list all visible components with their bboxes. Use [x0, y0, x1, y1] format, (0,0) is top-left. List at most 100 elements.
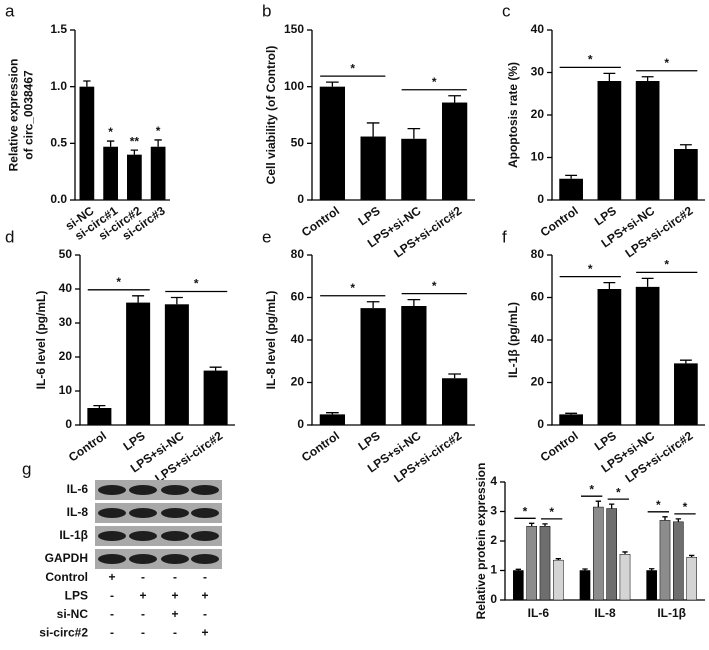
error-bar — [366, 301, 380, 309]
x-tick-label: LPS+si-circ#2 — [623, 428, 696, 485]
bar — [401, 138, 427, 200]
blot-band — [129, 531, 157, 541]
significance-mark: * — [194, 277, 199, 291]
error-bar — [170, 296, 183, 305]
bar — [526, 526, 537, 601]
bar — [579, 570, 591, 601]
error-bar — [609, 503, 615, 509]
error-bar — [649, 568, 655, 571]
significance-mark: * — [683, 500, 688, 514]
x-tick-label: LPS — [356, 429, 383, 454]
panel-label: e — [262, 227, 271, 246]
blot-band — [98, 531, 126, 541]
significance-mark: * — [589, 482, 594, 496]
treatment-label: si-NC — [57, 607, 89, 621]
treatment-mark: - — [110, 589, 114, 603]
error-bar — [106, 140, 115, 147]
bar — [319, 414, 346, 425]
x-tick-label: LPS — [121, 429, 148, 454]
error-bar — [209, 366, 222, 371]
y-axis-label: of circ_0038467 — [22, 70, 36, 160]
treatment-mark: - — [203, 570, 207, 584]
error-bar — [565, 412, 578, 415]
blot-band — [191, 554, 219, 564]
error-bar — [603, 281, 616, 289]
treatment-mark: + — [139, 589, 146, 603]
treatment-mark: - — [141, 626, 145, 640]
y-tick-label: 30 — [59, 315, 73, 329]
y-tick-label: 60 — [531, 290, 545, 304]
x-tick-label: LPS+si-circ#2 — [152, 428, 225, 485]
error-bar — [326, 412, 339, 415]
treatment-mark: + — [201, 626, 208, 640]
treatment-mark: - — [173, 626, 177, 640]
panel-label: b — [262, 1, 271, 20]
bar — [619, 554, 631, 601]
significance-mark: * — [664, 56, 669, 70]
blot-row-label: IL-6 — [67, 482, 89, 496]
y-tick-label: 0 — [65, 417, 72, 431]
y-tick-label: 0.0 — [50, 192, 67, 206]
y-tick-label: 80 — [531, 247, 545, 261]
x-tick-label: LPS — [356, 204, 383, 229]
error-bar — [689, 554, 695, 558]
y-axis-label: Relative expression — [7, 59, 21, 172]
error-bar — [132, 295, 145, 303]
error-bar — [595, 500, 601, 508]
blot-band — [191, 485, 219, 495]
error-bar — [662, 516, 668, 521]
bar — [360, 136, 386, 200]
bar — [87, 408, 112, 425]
x-tick-label: Control — [299, 429, 342, 465]
y-tick-label: 50 — [291, 136, 305, 150]
x-tick-label: LPS — [592, 204, 619, 229]
treatment-mark: + — [171, 589, 178, 603]
blot-row-label: IL-1β — [59, 528, 88, 542]
x-tick-label: IL-1β — [657, 606, 686, 620]
blot-band — [161, 531, 189, 541]
y-tick-label: 2 — [490, 533, 497, 547]
x-tick-label: Control — [538, 429, 581, 465]
bar — [126, 302, 151, 425]
significance-mark: * — [588, 262, 593, 276]
blot-band — [161, 508, 189, 518]
y-tick-label: 30 — [531, 65, 545, 79]
y-tick-label: 4 — [490, 474, 497, 488]
error-bar — [542, 523, 548, 527]
significance-mark: * — [350, 61, 355, 75]
blot-band — [129, 554, 157, 564]
bar — [635, 286, 660, 425]
bar — [673, 521, 684, 601]
error-bar — [622, 551, 628, 555]
x-tick-label: LPS — [592, 429, 619, 454]
x-tick-label: IL-8 — [594, 606, 616, 620]
treatment-mark: - — [141, 607, 145, 621]
y-axis-label: IL-8 level (pg/mL) — [264, 291, 278, 390]
blot-band — [98, 554, 126, 564]
bar — [539, 526, 551, 601]
x-tick-label: Control — [299, 204, 342, 240]
panel-label: c — [502, 1, 511, 20]
bar — [553, 559, 564, 601]
y-tick-label: 0.5 — [50, 136, 67, 150]
treatment-mark: + — [201, 589, 208, 603]
error-bar — [448, 95, 461, 103]
significance-mark: * — [549, 505, 554, 519]
y-tick-label: 20 — [531, 107, 545, 121]
blot-row-label: IL-8 — [67, 505, 89, 519]
y-tick-label: 80 — [291, 247, 305, 261]
treatment-mark: - — [141, 570, 145, 584]
blot-band — [161, 485, 189, 495]
error-bar — [641, 277, 654, 287]
blot-band — [129, 485, 157, 495]
bar — [606, 508, 617, 601]
error-bar — [555, 558, 561, 561]
panel-label: a — [5, 1, 15, 20]
treatment-label: si-circ#2 — [39, 626, 88, 640]
significance-mark: * — [432, 279, 437, 293]
treatment-mark: - — [173, 570, 177, 584]
blot-strip — [95, 526, 222, 546]
panel-label: f — [502, 227, 507, 246]
bar — [559, 414, 583, 425]
error-bar — [515, 568, 521, 571]
